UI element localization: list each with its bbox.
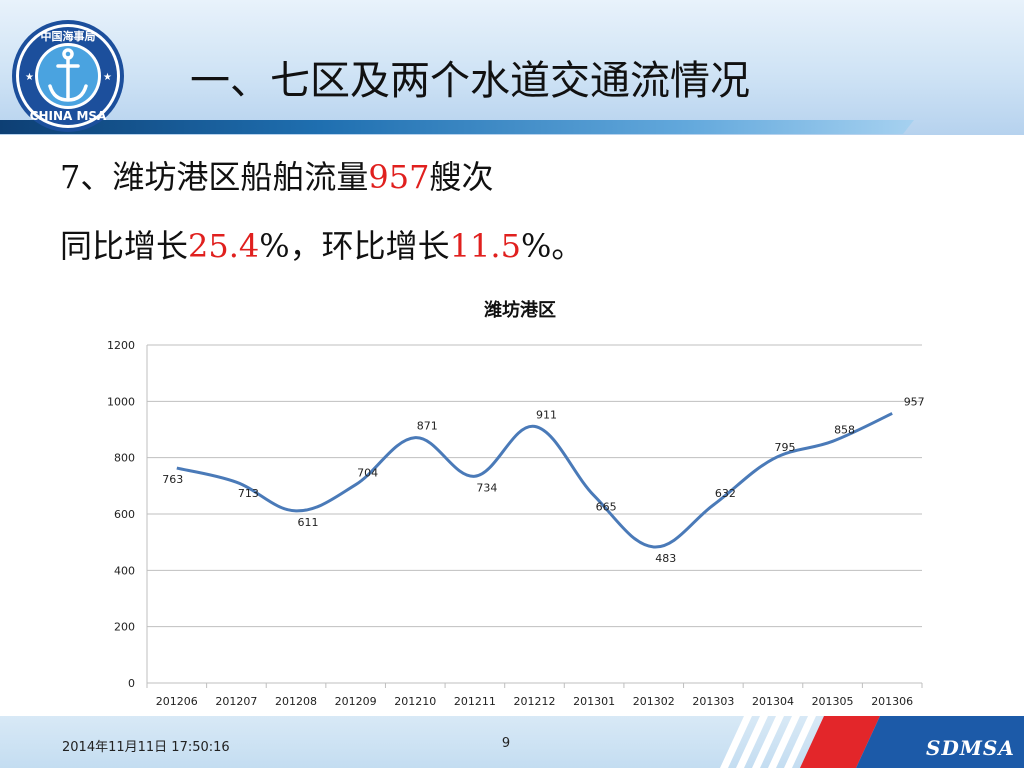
page-number: 9 <box>496 736 516 751</box>
footer-brand: SDMSA <box>926 736 1015 760</box>
y-tick-label: 1200 <box>107 339 135 352</box>
data-label: 665 <box>596 501 617 514</box>
y-tick-label: 400 <box>114 564 135 577</box>
data-label: 704 <box>357 467 378 480</box>
x-tick-label: 201301 <box>573 695 615 708</box>
x-tick-label: 201211 <box>454 695 496 708</box>
data-label: 911 <box>536 408 557 421</box>
x-tick-label: 201206 <box>156 695 198 708</box>
y-tick-label: 0 <box>128 677 135 690</box>
data-label: 611 <box>298 516 319 529</box>
x-tick-label: 201207 <box>215 695 257 708</box>
x-tick-label: 201303 <box>692 695 734 708</box>
data-label: 632 <box>715 487 736 500</box>
y-tick-label: 800 <box>114 452 135 465</box>
y-tick-label: 600 <box>114 508 135 521</box>
data-label: 713 <box>238 487 259 500</box>
x-tick-label: 201210 <box>394 695 436 708</box>
x-tick-label: 201209 <box>335 695 377 708</box>
x-tick-label: 201212 <box>514 695 556 708</box>
data-label: 795 <box>774 441 795 454</box>
y-tick-label: 200 <box>114 621 135 634</box>
x-tick-label: 201208 <box>275 695 317 708</box>
data-label: 858 <box>834 423 855 436</box>
data-label: 871 <box>417 420 438 433</box>
y-tick-label: 1000 <box>107 395 135 408</box>
data-label: 763 <box>162 473 183 486</box>
series-line <box>177 413 892 547</box>
x-tick-label: 201304 <box>752 695 794 708</box>
x-tick-label: 201306 <box>871 695 913 708</box>
footer-date: 2014年11月11日 17:50:16 <box>62 736 230 755</box>
data-label: 734 <box>476 481 497 494</box>
x-tick-label: 201305 <box>812 695 854 708</box>
x-tick-label: 201302 <box>633 695 675 708</box>
data-label: 957 <box>904 395 925 408</box>
data-label: 483 <box>655 552 676 565</box>
